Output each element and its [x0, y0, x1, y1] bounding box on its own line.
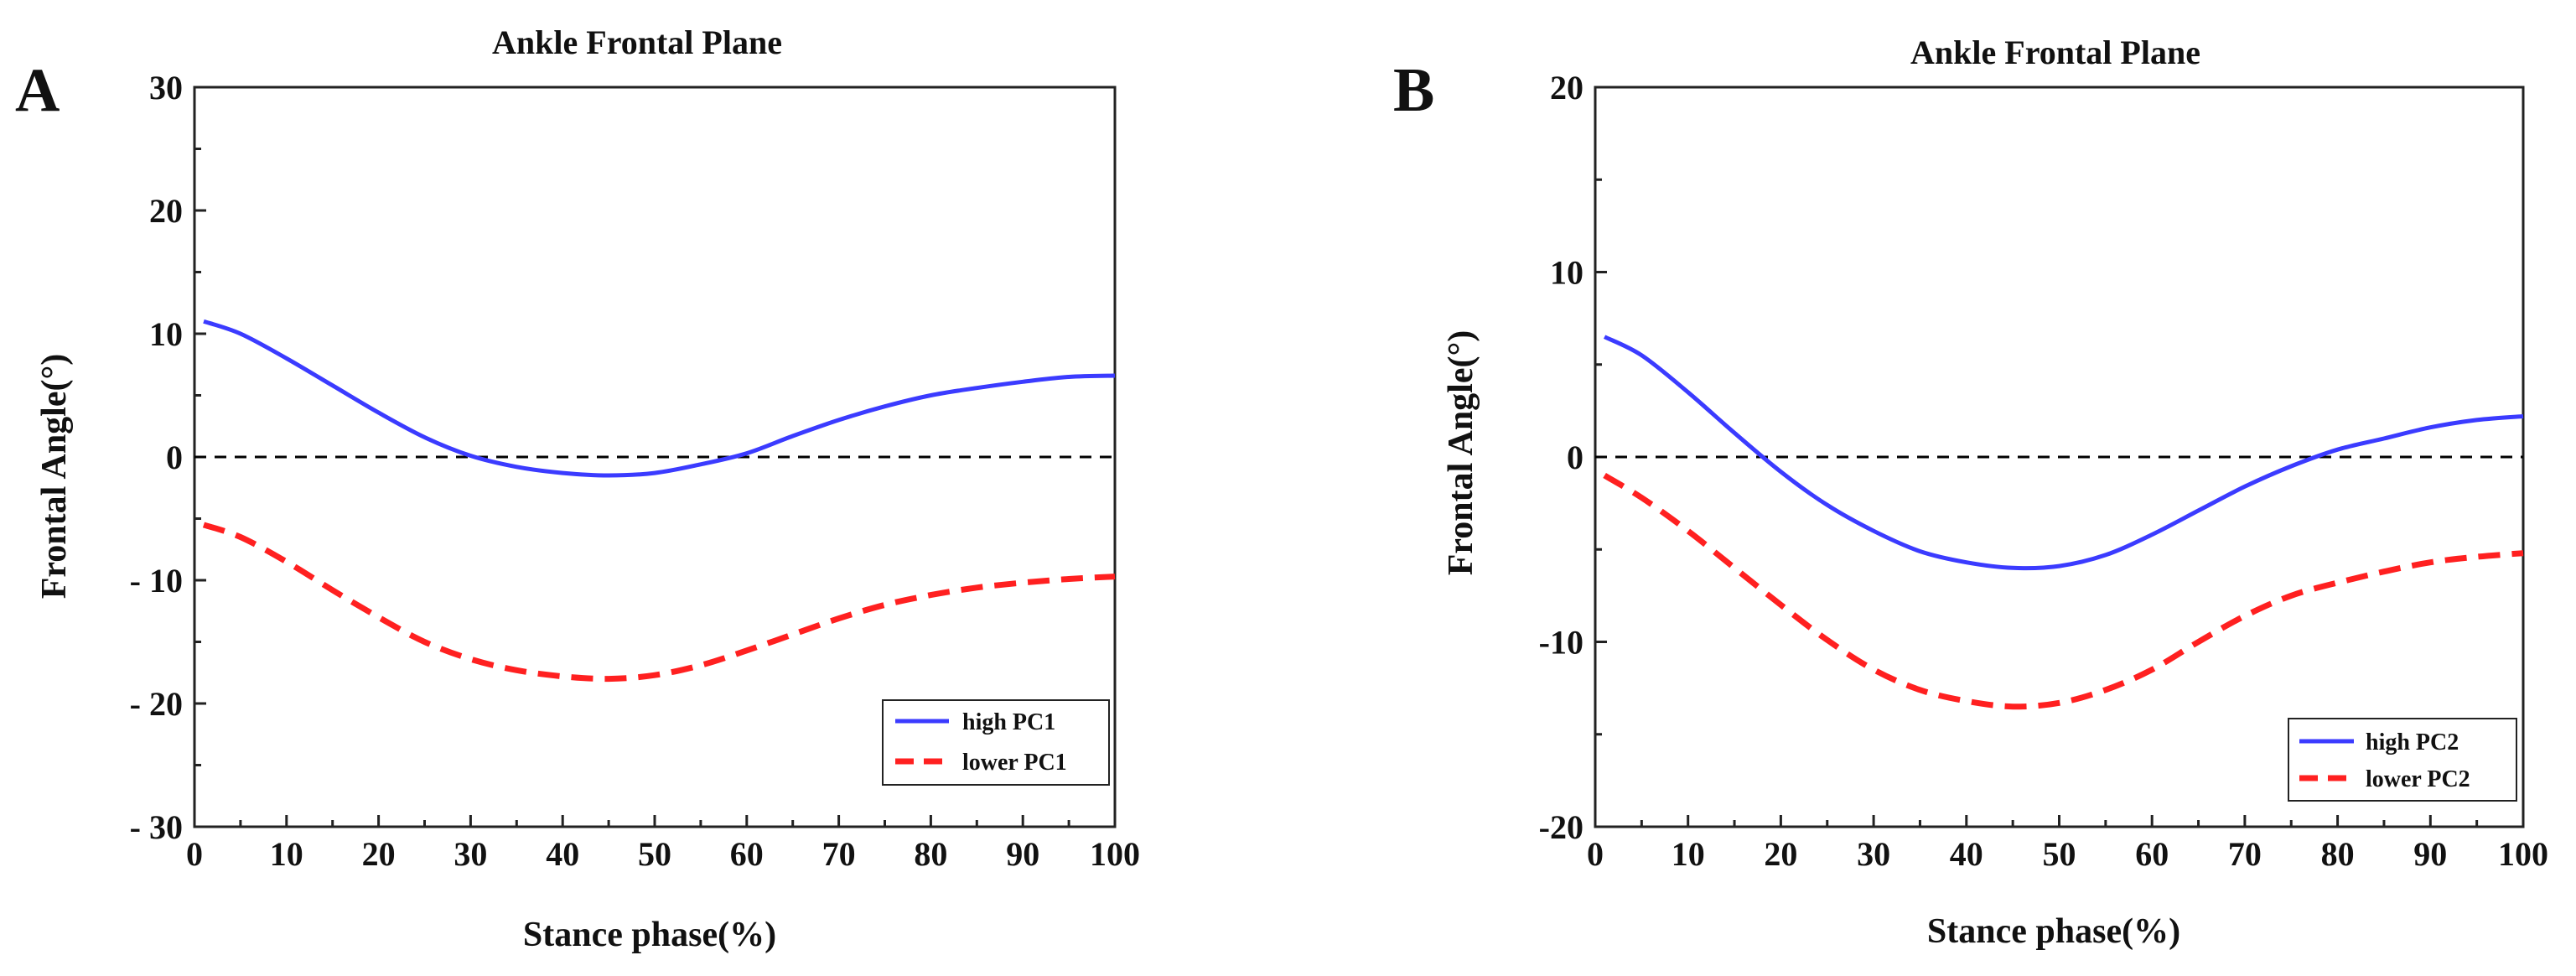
legend-label-a-2: lower PC1: [962, 750, 1067, 776]
x-tick-label: 90: [2413, 835, 2447, 873]
panel-a: A Ankle Frontal Plane Stance phase(%) Fr…: [15, 23, 1140, 954]
x-tick-label: 40: [1950, 835, 1983, 873]
y-tick-label: -10: [1539, 624, 1583, 662]
x-tick-label: 90: [1006, 835, 1039, 873]
series-line-a-2: [202, 522, 1116, 683]
x-tick-label: 100: [2498, 835, 2548, 873]
x-tick-label: 70: [822, 835, 856, 873]
x-tick-label: 70: [2228, 835, 2262, 873]
panel-letter-b: B: [1393, 56, 1434, 125]
y-axis-label-b: Frontal Angle(°): [1442, 330, 1480, 576]
legend-box-b: [2288, 718, 2517, 802]
y-tick-label: - 10: [130, 562, 183, 600]
x-tick-label: 100: [1090, 835, 1140, 873]
x-tick-label: 60: [730, 835, 764, 873]
x-tick-label: 10: [1672, 835, 1705, 873]
y-tick-label: 20: [149, 192, 183, 230]
x-tick-label: 60: [2135, 835, 2169, 873]
x-tick-label: 80: [2321, 835, 2355, 873]
x-tick-label: 20: [1764, 835, 1797, 873]
y-tick-label: 20: [1550, 69, 1583, 106]
x-tick-label: 20: [362, 835, 396, 873]
y-tick-label: 10: [1550, 254, 1583, 292]
y-tick-label: - 20: [130, 685, 183, 723]
y-tick-label: 0: [1567, 439, 1583, 476]
x-tick-label: 30: [1857, 835, 1890, 873]
x-axis-label-a: Stance phase(%): [523, 916, 776, 954]
series-line-b-2: [1603, 473, 2524, 710]
panel-b: B Ankle Frontal Plane Stance phase(%) Fr…: [1393, 34, 2548, 951]
legend-label-a-1: high PC1: [962, 709, 1055, 735]
x-axis-label-b: Stance phase(%): [1927, 912, 2180, 951]
series-line-b-1: [1603, 335, 2524, 571]
y-tick-label: 10: [149, 315, 183, 353]
chart-title-a: Ankle Frontal Plane: [492, 23, 782, 61]
legend-label-b-2: lower PC2: [2366, 766, 2470, 792]
legend-b: high PC2 lower PC2: [2288, 718, 2517, 802]
legend-a: high PC1 lower PC1: [882, 699, 1110, 786]
x-tick-label: 0: [186, 835, 203, 873]
x-tick-label: 80: [914, 835, 947, 873]
y-tick-label: 0: [166, 439, 183, 476]
y-tick-label: 30: [149, 69, 183, 106]
x-tick-label: 50: [638, 835, 671, 873]
legend-label-b-1: high PC2: [2366, 729, 2459, 755]
y-axis-label-a: Frontal Angle(°): [35, 354, 74, 600]
chart-title-b: Ankle Frontal Plane: [1910, 34, 2200, 71]
x-tick-label: 40: [546, 835, 579, 873]
x-tick-label: 30: [454, 835, 487, 873]
x-tick-label: 50: [2043, 835, 2076, 873]
x-tick-label: 0: [1587, 835, 1604, 873]
legend-box-a: [882, 699, 1110, 786]
y-tick-label: - 30: [130, 808, 183, 846]
series-line-a-1: [203, 319, 1116, 478]
x-tick-label: 10: [270, 835, 303, 873]
y-tick-label: -20: [1539, 808, 1583, 846]
panel-letter-a: A: [15, 56, 60, 125]
